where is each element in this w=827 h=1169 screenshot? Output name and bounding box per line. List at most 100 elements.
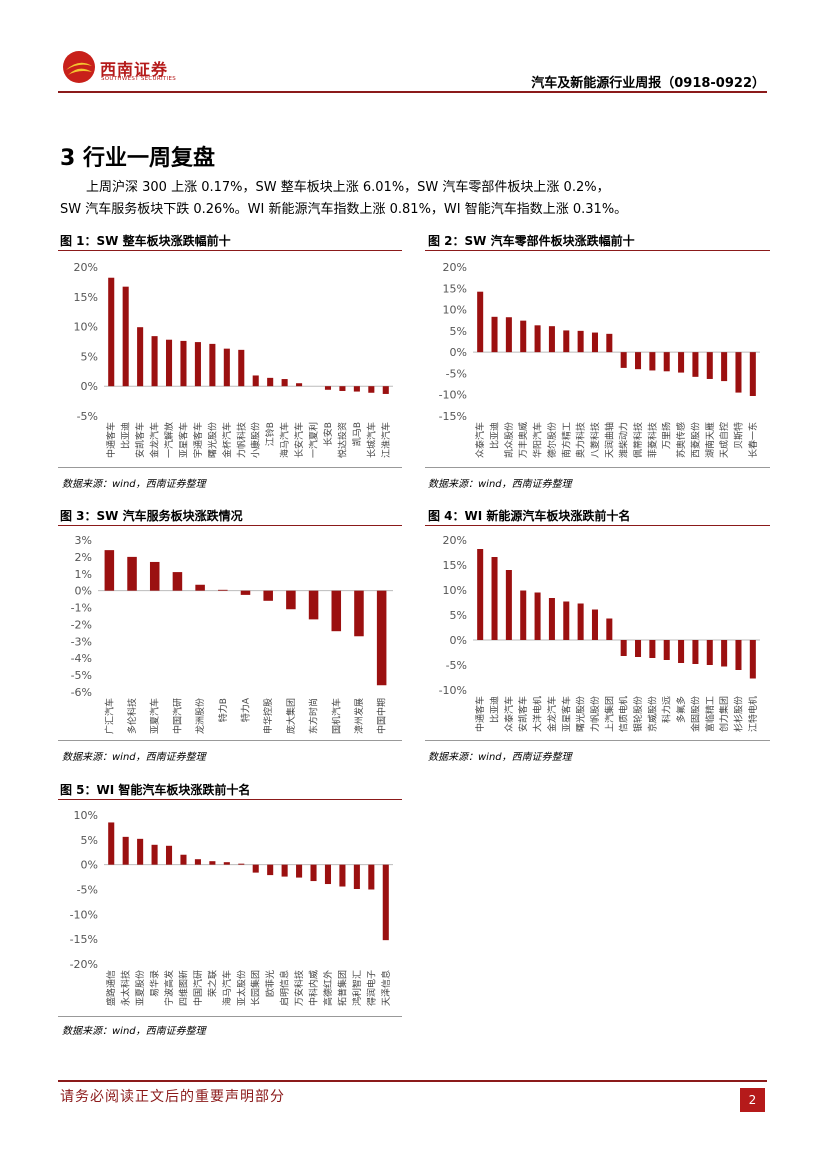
y-tick-label: -5% [446, 367, 467, 380]
bar-6 [180, 854, 187, 865]
bar-2 [491, 316, 498, 353]
x-tick-label: 安凯客车 [517, 696, 529, 732]
y-tick-label: 0% [450, 634, 467, 647]
figure-3-bottom-rule [58, 740, 402, 741]
bar-7 [194, 859, 201, 865]
bar-14 [663, 352, 670, 372]
bar-7 [563, 601, 570, 640]
x-tick-label: 西菱股份 [689, 422, 701, 458]
bar-8 [577, 330, 584, 353]
y-tick-label: -10% [439, 389, 467, 402]
x-tick-label: 中通客车 [474, 696, 486, 732]
x-tick-label: 易华录 [149, 970, 161, 997]
figure-1-title: 图 1：SW 整车板块涨跌幅前十 [60, 234, 231, 248]
bar-3 [149, 561, 160, 591]
x-tick-label: 万丰奥威 [517, 422, 529, 458]
bar-11 [331, 590, 342, 632]
page-number: 2 [740, 1088, 765, 1112]
y-tick-label: 20% [74, 261, 98, 274]
figure-1-chart: -5% 0% 5% 10% 15% 20% 中通客车 比亚迪 安凯客车 金龙汽车 一汽解放 亚星客车宇… [74, 261, 393, 458]
bar-18 [353, 864, 360, 890]
y-tick-label: 15% [74, 291, 98, 304]
bar-11 [620, 352, 627, 368]
bar-1 [108, 277, 115, 387]
bar-6 [180, 340, 187, 387]
bar-10 [308, 590, 319, 620]
x-tick-label: 力帆股份 [589, 696, 601, 732]
x-tick-label: 漳州发展 [353, 698, 365, 734]
x-tick-label: 凯众股份 [503, 422, 515, 458]
figure-2-chart: -15% -10% -5% 0% 5% 10% 15% 20% 众泰汽车 比亚迪 凯众股份 万丰奥威华… [439, 261, 760, 458]
bar-16 [692, 352, 699, 377]
figure-1-top-rule [58, 250, 402, 251]
x-tick-label: 创力集团 [718, 696, 730, 732]
x-tick-label: 八菱科技 [589, 422, 601, 458]
x-tick-label: 菲菱科技 [646, 422, 658, 458]
figure-4-chart: -10%-5%0%5%10%15%20%中通客车 比亚迪 众泰汽车 安凯客车 大洋电机金… [439, 534, 760, 732]
x-tick-label: 曙光股份 [206, 422, 218, 458]
x-tick-label: 众泰汽车 [474, 422, 486, 458]
x-tick-label: 金固股份 [689, 696, 701, 732]
figure-5-title: 图 5：WI 智能汽车板块涨跌前十名 [60, 783, 251, 797]
y-tick-label: 3% [75, 534, 92, 547]
x-tick-label: 信质电机 [618, 696, 630, 732]
bar-5 [165, 845, 173, 865]
x-tick-label: 特力B [217, 698, 229, 722]
bar-8 [209, 343, 216, 387]
bar-6 [548, 326, 555, 353]
figure-2-top-rule [425, 250, 770, 251]
x-tick-label: 银轮股份 [632, 696, 644, 732]
x-tick-label: 天泽信息 [380, 970, 392, 1006]
bar-18 [721, 640, 728, 667]
bar-1 [108, 822, 115, 865]
bar-10 [606, 333, 613, 353]
bar-13 [281, 379, 288, 387]
y-tick-label: -15% [70, 933, 98, 946]
x-tick-label: 众泰汽车 [503, 696, 515, 732]
bar-8 [263, 590, 273, 601]
figure-3-title: 图 3：SW 汽车服务板块涨跌情况 [60, 509, 243, 523]
x-tick-label: 长春一东 [747, 422, 759, 458]
bar-20 [382, 864, 389, 941]
y-tick-label: 2% [75, 551, 92, 564]
bar-8 [577, 603, 584, 640]
bar-1 [104, 550, 115, 591]
bar-12 [267, 864, 274, 876]
bar-12 [635, 352, 642, 370]
bar-5 [165, 339, 173, 387]
x-tick-label: 高德红外 [322, 970, 334, 1006]
y-tick-label: -3% [71, 635, 92, 648]
figure-3-chart: -6%-5%-4%-3%-2%-1%0%1%2%3%广汇汽车 多伦科技 亚夏汽车 中国… [71, 534, 393, 734]
x-tick-label: 盛路通信 [105, 970, 117, 1006]
x-tick-label: 中国汽研 [192, 970, 204, 1006]
bar-20 [749, 352, 756, 396]
bar-2 [491, 557, 498, 640]
footer-disclaimer: 请务必阅读正文后的重要声明部分 [60, 1089, 285, 1105]
bar-2 [122, 836, 129, 865]
x-tick-label: 亚夏汽车 [149, 698, 161, 734]
bar-5 [195, 584, 205, 591]
y-tick-label: -5% [71, 669, 92, 682]
y-tick-label: -4% [71, 652, 92, 665]
x-tick-label: 海马汽车 [279, 422, 291, 458]
x-tick-label: 京威股份 [646, 696, 658, 732]
x-tick-label: 富临精工 [704, 696, 716, 732]
bar-5 [534, 325, 541, 353]
y-tick-label: 15% [443, 559, 467, 572]
x-tick-label: 万里扬 [661, 422, 673, 449]
bar-10 [606, 618, 613, 640]
x-tick-label: 中国汽研 [171, 698, 183, 734]
x-tick-label: 宁波高发 [163, 970, 175, 1006]
x-tick-label: 永太科技 [120, 970, 132, 1006]
bar-1 [477, 291, 484, 353]
figure-4-title: 图 4：WI 新能源汽车板块涨跌前十名 [428, 509, 631, 523]
x-tick-label: 庞大集团 [285, 698, 297, 734]
y-tick-label: 10% [74, 809, 98, 822]
bar-3 [505, 570, 512, 640]
x-tick-label: 佩蒂科技 [632, 422, 644, 458]
bar-2 [122, 286, 129, 387]
figure-5-bottom-rule [58, 1016, 402, 1017]
y-tick-label: -2% [71, 618, 92, 631]
x-tick-label: 天润曲轴 [603, 422, 615, 458]
figure-5-chart: -20% -15% -10% -5% 0% 5% 10% 盛路通信 永太科技 亚夏股份 易华录 宁波高… [70, 809, 393, 1006]
